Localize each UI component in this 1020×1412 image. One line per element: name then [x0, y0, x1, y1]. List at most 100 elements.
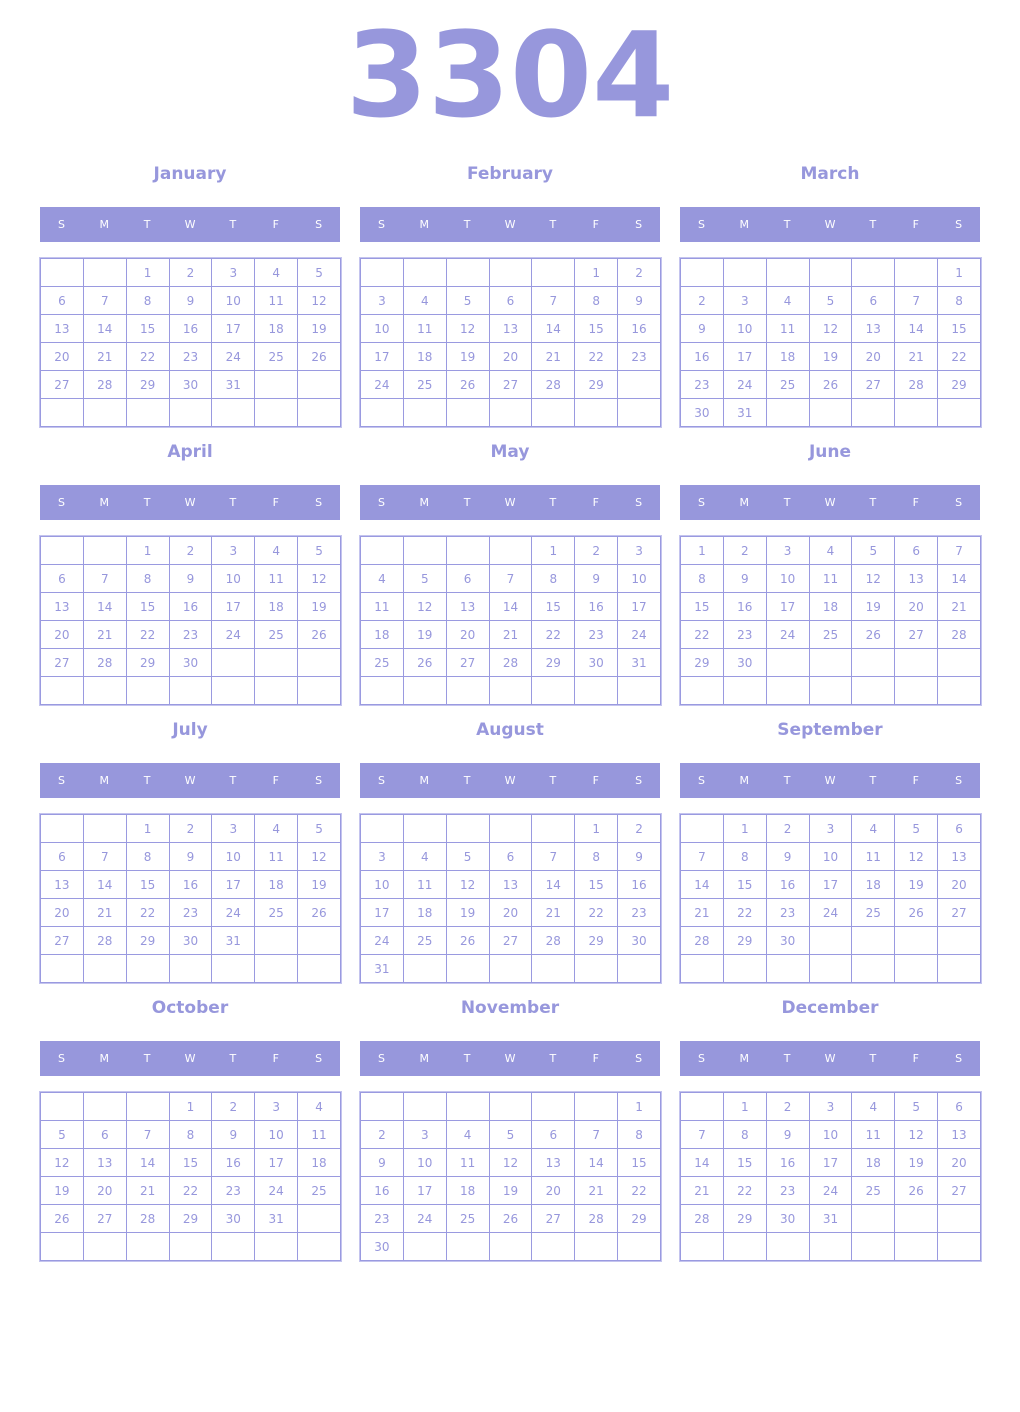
- day-cell[interactable]: 29: [574, 926, 619, 955]
- day-cell[interactable]: 17: [254, 1148, 299, 1177]
- day-cell[interactable]: 27: [851, 370, 896, 399]
- day-cell[interactable]: 4: [765, 286, 810, 315]
- day-cell[interactable]: 3: [722, 286, 767, 315]
- day-cell[interactable]: 25: [851, 898, 896, 927]
- day-cell[interactable]: 1: [937, 258, 981, 287]
- day-cell[interactable]: 6: [40, 842, 84, 871]
- day-cell[interactable]: 29: [617, 1204, 661, 1233]
- day-cell[interactable]: 1: [680, 536, 724, 565]
- day-cell[interactable]: 9: [765, 842, 810, 871]
- day-cell[interactable]: 11: [808, 564, 853, 593]
- day-cell[interactable]: 5: [894, 1092, 939, 1121]
- day-cell[interactable]: 13: [851, 314, 896, 343]
- day-cell[interactable]: 14: [82, 592, 127, 621]
- day-cell[interactable]: 9: [617, 842, 661, 871]
- day-cell[interactable]: 27: [488, 370, 533, 399]
- day-cell[interactable]: 24: [360, 370, 404, 399]
- day-cell[interactable]: 23: [168, 342, 213, 371]
- day-cell[interactable]: 23: [680, 370, 724, 399]
- day-cell[interactable]: 27: [40, 926, 84, 955]
- day-cell[interactable]: 27: [894, 620, 939, 649]
- day-cell[interactable]: 19: [488, 1176, 533, 1205]
- day-cell[interactable]: 25: [808, 620, 853, 649]
- day-cell[interactable]: 25: [402, 370, 447, 399]
- day-cell[interactable]: 2: [211, 1092, 256, 1121]
- day-cell[interactable]: 7: [125, 1120, 170, 1149]
- day-cell[interactable]: 9: [765, 1120, 810, 1149]
- day-cell[interactable]: 28: [82, 370, 127, 399]
- day-cell[interactable]: 10: [360, 314, 404, 343]
- day-cell[interactable]: 8: [574, 842, 619, 871]
- day-cell[interactable]: 24: [360, 926, 404, 955]
- day-cell[interactable]: 21: [488, 620, 533, 649]
- day-cell[interactable]: 12: [445, 314, 490, 343]
- day-cell[interactable]: 22: [531, 620, 576, 649]
- day-cell[interactable]: 25: [254, 342, 299, 371]
- day-cell[interactable]: 26: [40, 1204, 84, 1233]
- day-cell[interactable]: 24: [211, 898, 256, 927]
- day-cell[interactable]: 1: [125, 536, 170, 565]
- day-cell[interactable]: 19: [297, 314, 341, 343]
- day-cell[interactable]: 26: [402, 648, 447, 677]
- day-cell[interactable]: 18: [445, 1176, 490, 1205]
- day-cell[interactable]: 7: [531, 842, 576, 871]
- day-cell[interactable]: 21: [937, 592, 981, 621]
- day-cell[interactable]: 2: [574, 536, 619, 565]
- day-cell[interactable]: 29: [168, 1204, 213, 1233]
- day-cell[interactable]: 23: [211, 1176, 256, 1205]
- day-cell[interactable]: 21: [531, 898, 576, 927]
- day-cell[interactable]: 29: [531, 648, 576, 677]
- day-cell[interactable]: 30: [168, 926, 213, 955]
- day-cell[interactable]: 21: [531, 342, 576, 371]
- day-cell[interactable]: 29: [937, 370, 981, 399]
- day-cell[interactable]: 23: [360, 1204, 404, 1233]
- day-cell[interactable]: 9: [680, 314, 724, 343]
- day-cell[interactable]: 16: [360, 1176, 404, 1205]
- day-cell[interactable]: 14: [680, 870, 724, 899]
- day-cell[interactable]: 22: [722, 898, 767, 927]
- day-cell[interactable]: 6: [40, 564, 84, 593]
- day-cell[interactable]: 10: [808, 842, 853, 871]
- day-cell[interactable]: 4: [402, 842, 447, 871]
- day-cell[interactable]: 4: [254, 258, 299, 287]
- day-cell[interactable]: 14: [574, 1148, 619, 1177]
- day-cell[interactable]: 4: [445, 1120, 490, 1149]
- day-cell[interactable]: 2: [360, 1120, 404, 1149]
- day-cell[interactable]: 26: [808, 370, 853, 399]
- day-cell[interactable]: 23: [722, 620, 767, 649]
- day-cell[interactable]: 7: [82, 286, 127, 315]
- day-cell[interactable]: 17: [211, 870, 256, 899]
- day-cell[interactable]: 29: [125, 926, 170, 955]
- day-cell[interactable]: 21: [680, 1176, 724, 1205]
- day-cell[interactable]: 28: [488, 648, 533, 677]
- day-cell[interactable]: 22: [574, 342, 619, 371]
- day-cell[interactable]: 3: [254, 1092, 299, 1121]
- day-cell[interactable]: 15: [125, 592, 170, 621]
- day-cell[interactable]: 26: [488, 1204, 533, 1233]
- day-cell[interactable]: 8: [531, 564, 576, 593]
- day-cell[interactable]: 24: [254, 1176, 299, 1205]
- day-cell[interactable]: 29: [722, 1204, 767, 1233]
- day-cell[interactable]: 30: [360, 1232, 404, 1261]
- day-cell[interactable]: 2: [680, 286, 724, 315]
- day-cell[interactable]: 13: [531, 1148, 576, 1177]
- day-cell[interactable]: 30: [722, 648, 767, 677]
- day-cell[interactable]: 28: [680, 1204, 724, 1233]
- day-cell[interactable]: 6: [82, 1120, 127, 1149]
- day-cell[interactable]: 6: [937, 1092, 981, 1121]
- day-cell[interactable]: 23: [574, 620, 619, 649]
- day-cell[interactable]: 5: [40, 1120, 84, 1149]
- day-cell[interactable]: 19: [445, 342, 490, 371]
- day-cell[interactable]: 1: [574, 814, 619, 843]
- day-cell[interactable]: 8: [722, 842, 767, 871]
- day-cell[interactable]: 4: [808, 536, 853, 565]
- day-cell[interactable]: 12: [297, 842, 341, 871]
- day-cell[interactable]: 8: [125, 564, 170, 593]
- day-cell[interactable]: 5: [488, 1120, 533, 1149]
- day-cell[interactable]: 18: [360, 620, 404, 649]
- day-cell[interactable]: 8: [937, 286, 981, 315]
- day-cell[interactable]: 27: [40, 370, 84, 399]
- day-cell[interactable]: 26: [445, 370, 490, 399]
- day-cell[interactable]: 4: [851, 1092, 896, 1121]
- day-cell[interactable]: 7: [680, 1120, 724, 1149]
